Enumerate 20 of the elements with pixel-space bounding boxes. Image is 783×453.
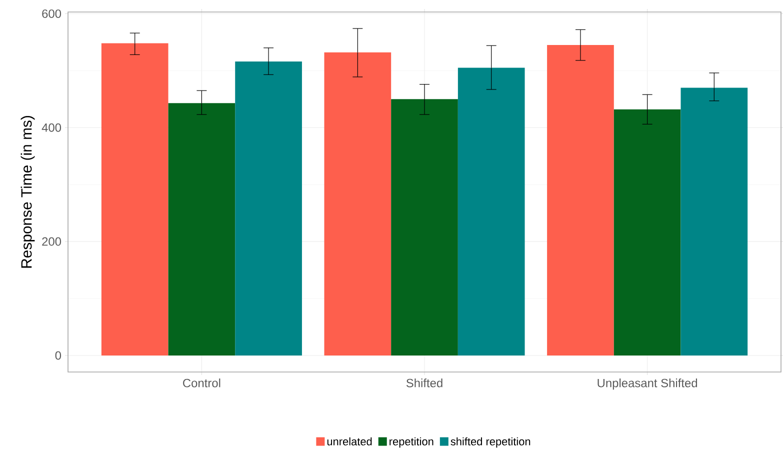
y-axis-title: Response Time (in ms) [20, 116, 35, 268]
bar [168, 103, 236, 356]
y-tick-label: 600 [42, 9, 62, 18]
bar [391, 99, 458, 356]
bar [324, 52, 392, 356]
legend-label: unrelated [327, 437, 372, 446]
x-tick-label: Unpleasant Shifted [598, 378, 698, 390]
y-tick-label: 0 [55, 351, 62, 360]
x-tick-label: Shifted [406, 378, 442, 388]
y-tick-label: 400 [42, 123, 62, 132]
bar [547, 45, 614, 356]
bar [101, 43, 168, 356]
legend-label: repetition [390, 437, 434, 448]
bar [458, 68, 525, 356]
bar [614, 109, 681, 356]
y-tick-label: 200 [42, 237, 62, 246]
legend-label: shifted repetition [450, 437, 530, 448]
x-tick-label: Control [183, 378, 220, 388]
bar [235, 62, 302, 356]
bar [680, 88, 748, 356]
